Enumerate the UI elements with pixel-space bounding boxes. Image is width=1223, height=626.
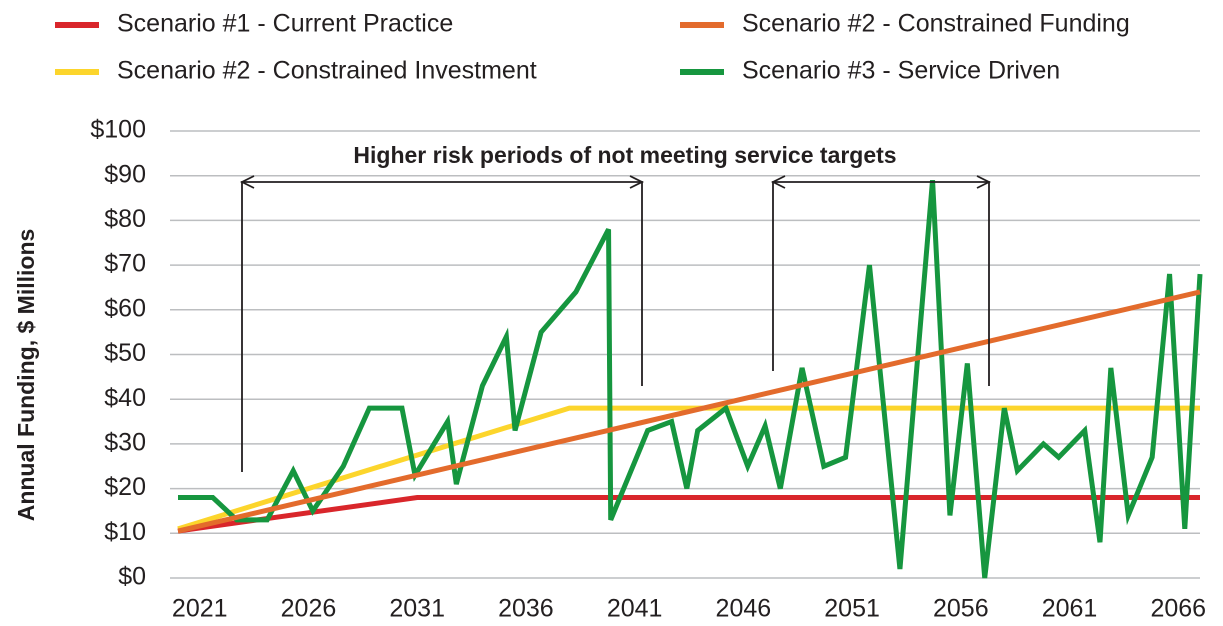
y-tick-label: $100 bbox=[90, 116, 146, 144]
x-tick-label: 2046 bbox=[716, 595, 772, 623]
y-tick-label: $80 bbox=[104, 205, 146, 233]
x-tick-label: 2031 bbox=[389, 595, 445, 623]
y-axis-label: Annual Funding, $ Millions bbox=[13, 229, 39, 522]
x-tick-label: 2026 bbox=[281, 595, 337, 623]
x-tick-label: 2061 bbox=[1042, 595, 1098, 623]
x-tick-label: 2066 bbox=[1150, 595, 1206, 623]
grid: $0 $10 $20 $30 $40 $50 $60 $70 $80 $90 $100 2021 202… bbox=[90, 116, 1206, 623]
y-tick-label: $0 bbox=[118, 563, 146, 591]
x-tick-label: 2036 bbox=[498, 595, 554, 623]
series-line bbox=[178, 179, 1203, 579]
y-tick-label: $70 bbox=[104, 250, 146, 278]
legend-label: Scenario #1 - Current Practice bbox=[117, 10, 453, 38]
legend-label: Scenario #2 - Constrained Investment bbox=[117, 57, 537, 85]
x-tick-label: 2051 bbox=[824, 595, 880, 623]
y-tick-label: $20 bbox=[104, 473, 146, 501]
legend-label: Scenario #3 - Service Driven bbox=[742, 57, 1060, 85]
y-tick-label: $90 bbox=[104, 160, 146, 188]
y-tick-label: $30 bbox=[104, 429, 146, 457]
y-tick-label: $10 bbox=[104, 518, 146, 546]
arrowheads bbox=[239, 175, 992, 189]
bracket bbox=[772, 181, 990, 386]
series-line bbox=[177, 289, 1201, 534]
y-tick-label: $60 bbox=[104, 294, 146, 322]
y-tick-label: $40 bbox=[104, 384, 146, 412]
risk-brackets bbox=[239, 175, 992, 472]
annotation: Higher risk periods of not meeting servi… bbox=[353, 142, 896, 168]
y-tick-label: $50 bbox=[104, 339, 146, 367]
legend: Scenario #1 - Current Practice Scenario #… bbox=[55, 10, 1130, 85]
bracket bbox=[241, 181, 643, 472]
x-tick-label: 2056 bbox=[933, 595, 989, 623]
series-line bbox=[177, 405, 1200, 532]
x-tick-label: 2021 bbox=[172, 595, 228, 623]
legend-label: Scenario #2 - Constrained Funding bbox=[742, 10, 1130, 38]
lines bbox=[177, 179, 1203, 579]
x-tick-label: 2041 bbox=[607, 595, 663, 623]
series-line bbox=[177, 495, 1200, 534]
